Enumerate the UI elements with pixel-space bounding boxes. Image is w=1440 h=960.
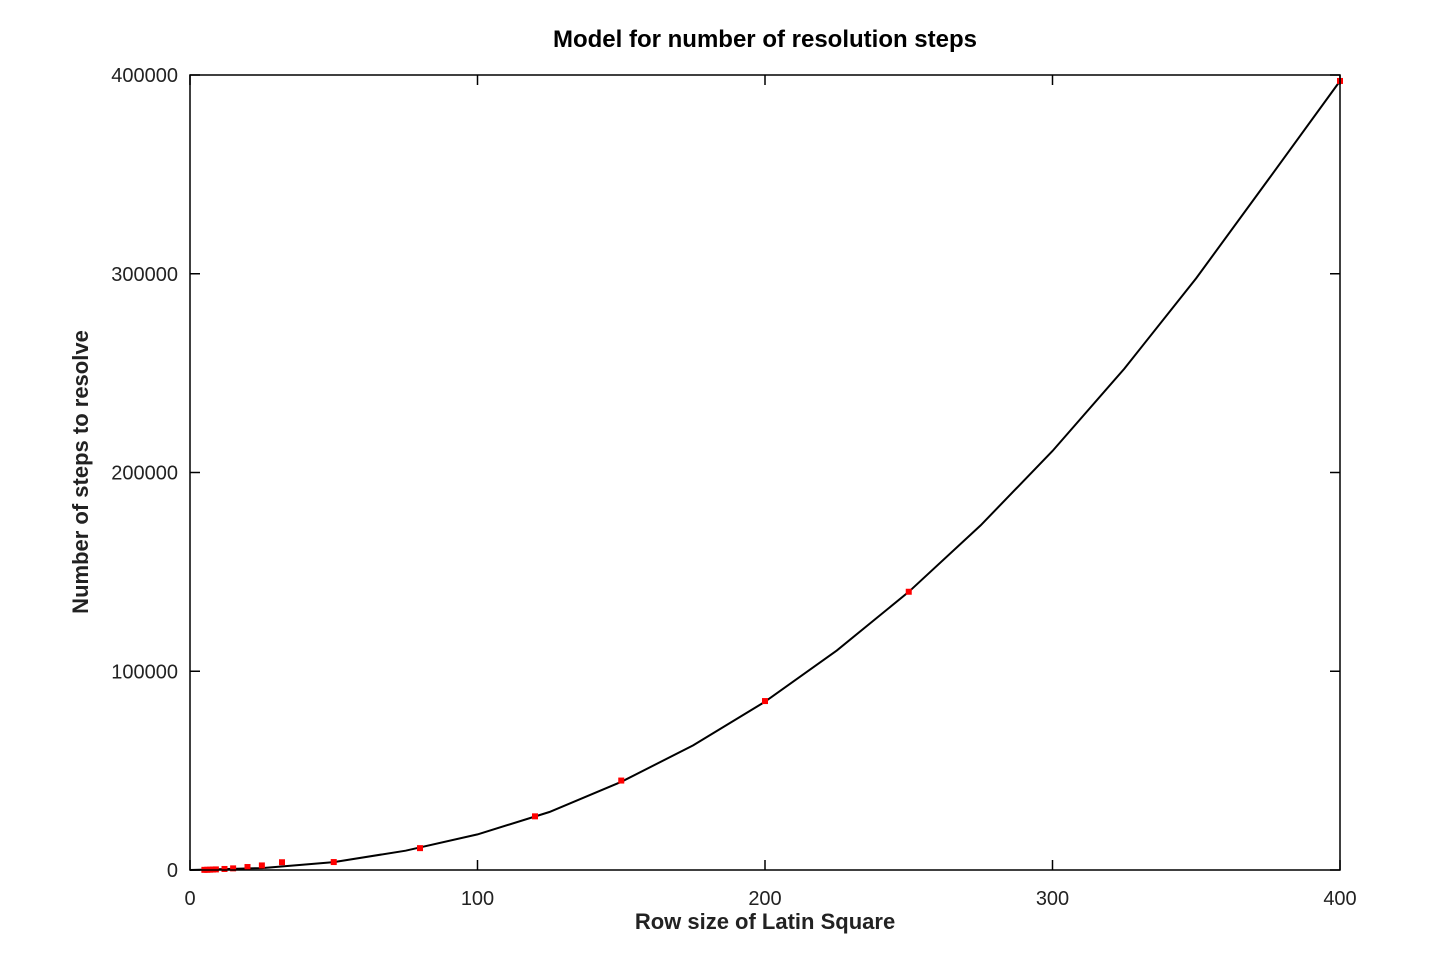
chart-title: Model for number of resolution steps [553,26,977,53]
y-tick-label: 100000 [111,661,178,683]
fit-curve [189,80,1341,871]
data-point [618,777,625,784]
data-point [230,865,237,872]
data-point [221,865,228,872]
plot-frame [189,74,1341,871]
data-point [762,698,768,705]
y-tick-label: 400000 [111,65,178,87]
axis-ticks: 0 100 200 300 400 0 100000 200000 300000 400000 [111,65,1356,910]
data-point [532,813,538,820]
data-point [258,862,265,869]
y-tick-label: 0 [167,860,178,882]
x-tick-label: 300 [1036,888,1069,910]
data-point [330,859,337,866]
x-axis-label: Row size of Latin Square [635,909,895,934]
y-tick-label: 200000 [111,463,178,485]
y-tick-label: 300000 [111,264,178,286]
y-axis-label: Number of steps to resolve [68,330,93,614]
plot-area [189,77,1343,873]
x-tick-label: 0 [184,888,195,910]
data-point [417,845,423,852]
data-point [905,588,912,595]
data-point [244,864,251,871]
x-tick-label: 100 [461,888,494,910]
x-tick-label: 400 [1323,888,1356,910]
data-point [279,859,285,866]
x-tick-label: 200 [748,888,781,910]
